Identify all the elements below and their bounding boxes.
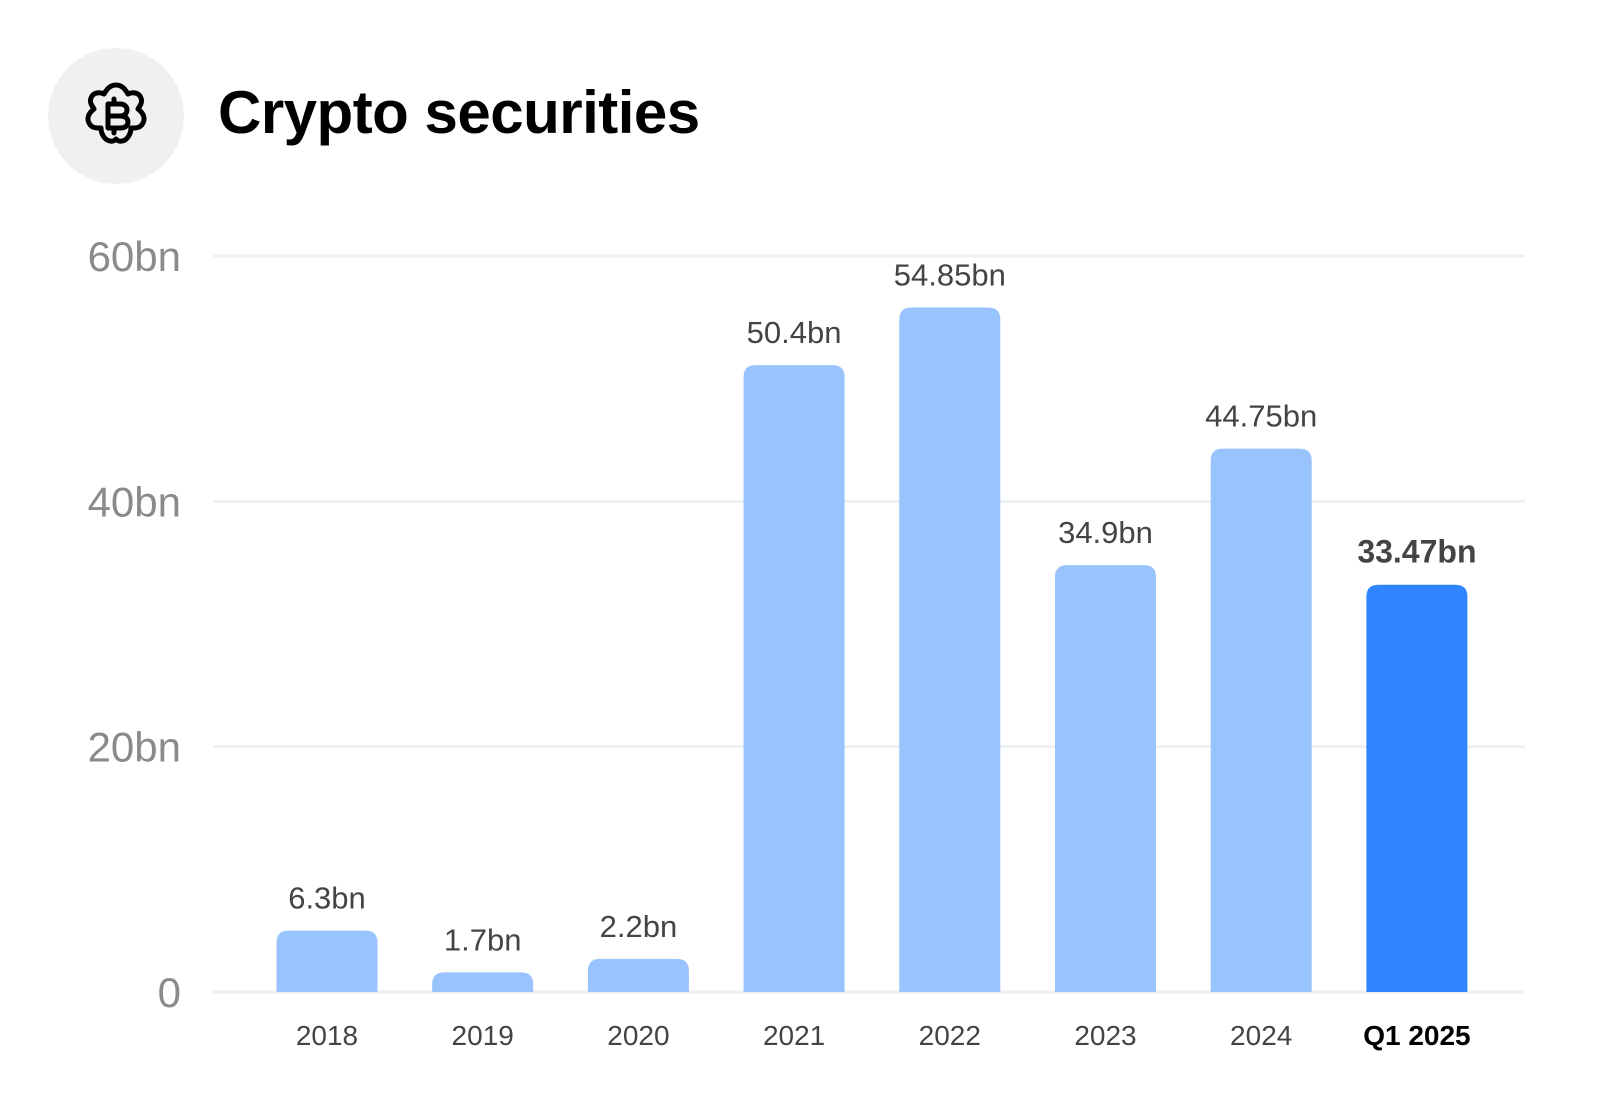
x-tick-label: 2023 [1074, 1020, 1136, 1051]
bitcoin-flower-icon [85, 82, 147, 144]
page-title: Crypto securities [218, 79, 700, 146]
bar-q1-2025 [1366, 584, 1468, 992]
bar-value-label: 34.9bn [1058, 515, 1153, 550]
x-tick-label: 2024 [1230, 1020, 1292, 1051]
y-tick-label: 40bn [88, 478, 181, 525]
y-tick-label: 0 [158, 969, 181, 1016]
x-tick-label: 2018 [296, 1020, 358, 1051]
bar-2022 [899, 307, 1001, 992]
y-tick-label: 20bn [88, 724, 181, 771]
bar-2023 [1055, 565, 1156, 992]
bar-value-label: 1.7bn [444, 922, 522, 957]
crypto-icon-badge [48, 48, 184, 184]
x-tick-label: 2019 [452, 1020, 514, 1051]
x-tick-label: Q1 2025 [1363, 1020, 1470, 1051]
y-tick-label: 60bn [88, 233, 181, 280]
bar-value-label: 44.75bn [1205, 399, 1317, 434]
bar-value-label: 54.85bn [894, 258, 1006, 293]
x-tick-label: 2020 [607, 1020, 669, 1051]
bar-2019 [432, 972, 534, 992]
bar-2021 [743, 365, 845, 992]
x-tick-label: 2021 [763, 1020, 825, 1051]
bar-value-label: 33.47bn [1357, 534, 1476, 570]
bar-2020 [587, 958, 689, 992]
bar-2018 [276, 930, 378, 992]
bar-2024 [1210, 448, 1312, 992]
bar-value-label: 50.4bn [747, 315, 842, 350]
bar-value-label: 6.3bn [288, 881, 366, 916]
x-tick-label: 2022 [919, 1020, 981, 1051]
bar-value-label: 2.2bn [600, 909, 678, 944]
